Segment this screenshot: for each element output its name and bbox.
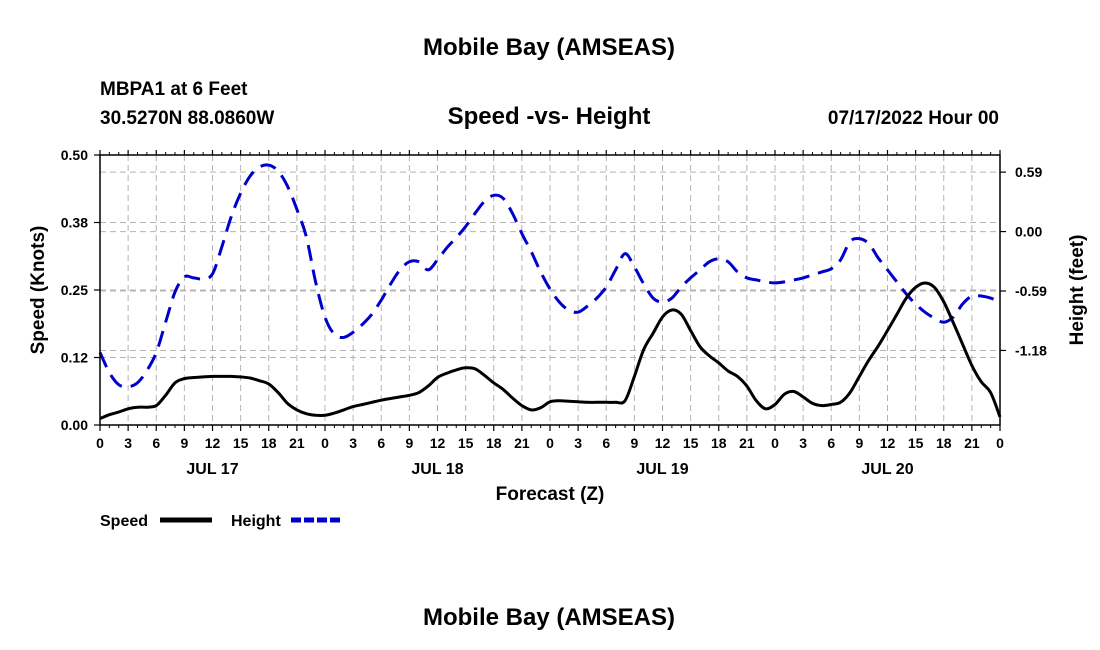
legend: Speed Height xyxy=(100,513,343,530)
station-label: MBPA1 at 6 Feet xyxy=(100,79,248,100)
y2-tick-label: 0.00 xyxy=(1015,224,1042,240)
y2-axis-label: Height (feet) xyxy=(1067,235,1088,346)
x-tick-label: 0 xyxy=(96,435,104,451)
axis-ticks: 0 3 6 9 12 15 18 21 0 3 6 9 12 15 18 21 0 3 6 9 12 15 18 21 0 3 6 9… xyxy=(61,147,1047,478)
y-axis-label: Speed (Knots) xyxy=(28,226,49,355)
x-tick-label: 3 xyxy=(574,435,582,451)
y-tick-label: 0.50 xyxy=(61,147,88,163)
grid xyxy=(100,155,1000,425)
x-tick-label: 18 xyxy=(261,435,277,451)
x-tick-label: 3 xyxy=(124,435,132,451)
x-tick-label: 9 xyxy=(405,435,413,451)
x-tick-label: 21 xyxy=(514,435,530,451)
x-tick-label: 21 xyxy=(964,435,980,451)
y2-tick-label: -0.59 xyxy=(1015,283,1047,299)
y-tick-label: 0.38 xyxy=(61,215,88,231)
forecast-datetime: 07/17/2022 Hour 00 xyxy=(828,108,999,129)
x-day-label: JUL 18 xyxy=(411,461,463,478)
x-tick-label: 6 xyxy=(152,435,160,451)
x-tick-label: 18 xyxy=(936,435,952,451)
y2-tick-label: 0.59 xyxy=(1015,164,1042,180)
x-tick-label: 21 xyxy=(289,435,305,451)
x-tick-label: 6 xyxy=(377,435,385,451)
x-tick-label: 9 xyxy=(630,435,638,451)
x-day-label: JUL 19 xyxy=(636,461,688,478)
x-tick-label: 3 xyxy=(349,435,357,451)
x-tick-label: 9 xyxy=(180,435,188,451)
y2-tick-label: -1.18 xyxy=(1015,342,1047,358)
x-tick-label: 6 xyxy=(602,435,610,451)
x-tick-label: 12 xyxy=(205,435,221,451)
x-tick-label: 18 xyxy=(711,435,727,451)
x-day-label: JUL 20 xyxy=(861,461,913,478)
legend-speed-label: Speed xyxy=(100,513,148,530)
x-tick-label: 21 xyxy=(739,435,755,451)
page-title: Mobile Bay (AMSEAS) xyxy=(423,34,675,61)
x-tick-label: 12 xyxy=(880,435,896,451)
x-tick-label: 18 xyxy=(486,435,502,451)
series-layer xyxy=(98,163,1002,420)
station-coords: 30.5270N 88.0860W xyxy=(100,108,274,129)
x-tick-label: 6 xyxy=(827,435,835,451)
x-tick-label: 15 xyxy=(233,435,249,451)
x-tick-label: 0 xyxy=(771,435,779,451)
x-tick-label: 0 xyxy=(321,435,329,451)
x-axis-label: Forecast (Z) xyxy=(496,484,605,505)
x-tick-label: 15 xyxy=(458,435,474,451)
x-tick-label: 15 xyxy=(683,435,699,451)
height-series-line xyxy=(98,163,1001,389)
y-tick-label: 0.25 xyxy=(61,282,88,298)
footer-title: Mobile Bay (AMSEAS) xyxy=(423,604,675,631)
x-day-label: JUL 17 xyxy=(186,461,238,478)
legend-height-label: Height xyxy=(231,513,281,530)
x-tick-label: 12 xyxy=(655,435,671,451)
x-tick-label: 12 xyxy=(430,435,446,451)
chart-title: Speed -vs- Height xyxy=(448,103,651,130)
y-tick-label: 0.12 xyxy=(61,350,88,366)
x-tick-label: 0 xyxy=(546,435,554,451)
y-tick-label: 0.00 xyxy=(61,417,88,433)
speed-series-line xyxy=(99,281,1002,420)
x-tick-label: 3 xyxy=(799,435,807,451)
x-tick-label: 15 xyxy=(908,435,924,451)
x-tick-label: 0 xyxy=(996,435,1004,451)
x-tick-label: 9 xyxy=(855,435,863,451)
